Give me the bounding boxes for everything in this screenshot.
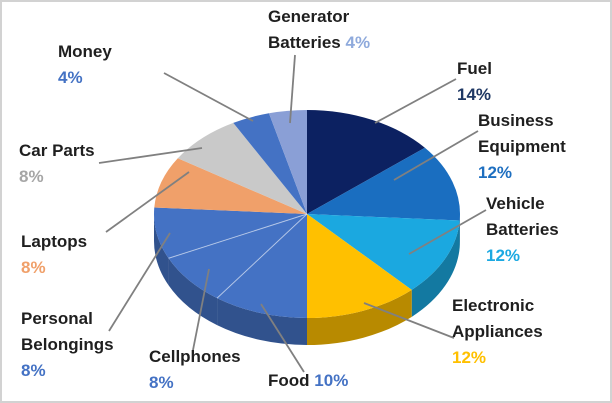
slice-side-vehicle-batteries [411,220,460,317]
slice-side-personal-belongings [154,214,169,286]
label-business-equipment-pct: 12% [478,163,513,182]
label-laptops-pct: 8% [21,258,46,277]
slice-car-parts [177,122,307,214]
slice-side-cellphones [168,258,218,326]
slice-food [217,214,307,318]
label-generator-batteries-name-line1: Generator [268,7,350,26]
label-generator-batteries-name-line2: Batteries [268,33,341,52]
label-electronic-appliances-name-line1: Electronic [452,296,535,315]
slice-cellphones [168,214,307,299]
slice-personal-belongings [154,207,307,259]
label-cellphones-pct: 8% [149,373,174,392]
label-food-name: Food [268,371,310,390]
label-money: Money 4% [58,39,112,91]
label-business-equipment-name-line1: Business [478,111,554,130]
label-money-pct: 4% [58,68,83,87]
label-fuel-name: Fuel [457,59,492,78]
slice-side-food [217,298,307,345]
label-vehicle-batteries-name-line1: Vehicle [486,194,545,213]
label-laptops: Laptops 8% [21,229,87,281]
label-vehicle-batteries-pct: 12% [486,246,521,265]
label-electronic-appliances: Electronic Appliances 12% [452,293,543,371]
leader-line-food [260,303,305,373]
label-laptops-name: Laptops [21,232,88,251]
label-car-parts: Car Parts 8% [19,138,95,190]
slice-separator [168,213,308,259]
label-personal-belongings-name-line1: Personal [21,309,93,328]
label-fuel-pct: 14% [457,85,492,104]
leader-line-cellphones [192,268,210,351]
label-money-name: Money [58,42,112,61]
label-electronic-appliances-name-line2: Appliances [452,322,543,341]
slice-laptops [154,158,307,214]
leader-line-business-equipment [393,130,479,181]
slice-electronic-appliances [307,214,412,318]
leader-line-car-parts [98,147,203,164]
label-food-pct: 10% [314,371,349,390]
label-electronic-appliances-pct: 12% [452,348,487,367]
leader-line-fuel [374,78,457,124]
label-cellphones-name: Cellphones [149,347,241,366]
leader-line-personal-belongings [108,232,171,332]
leader-line-electronic-appliances [363,302,455,339]
slice-business-equipment [307,147,460,221]
label-car-parts-name: Car Parts [19,141,95,160]
label-generator-batteries-pct: 4% [345,33,371,52]
label-generator-batteries: Generator Batteries 4% [268,4,370,56]
leader-line-laptops [105,171,190,233]
slice-money [233,113,307,214]
leader-line-generator-batteries [289,54,296,124]
label-food: Food 10% [268,368,348,394]
label-vehicle-batteries-name-line2: Batteries [486,220,559,239]
label-business-equipment-name-line2: Equipment [478,137,566,156]
label-vehicle-batteries: Vehicle Batteries 12% [486,191,559,269]
label-cellphones: Cellphones 8% [149,344,241,396]
label-personal-belongings-name-line2: Belongings [21,335,114,354]
label-personal-belongings: Personal Belongings 8% [21,306,114,384]
slice-vehicle-batteries [307,214,460,290]
slice-fuel [307,110,425,214]
slice-side-electronic-appliances [307,289,412,345]
label-car-parts-pct: 8% [19,167,44,186]
leader-line-vehicle-batteries [408,209,487,255]
label-fuel: Fuel 14% [457,56,492,108]
slice-separator [216,213,308,299]
label-business-equipment: Business Equipment 12% [478,108,566,186]
slice-generator-batteries [268,110,307,214]
leader-line-money [163,72,254,122]
label-personal-belongings-pct: 8% [21,361,46,380]
